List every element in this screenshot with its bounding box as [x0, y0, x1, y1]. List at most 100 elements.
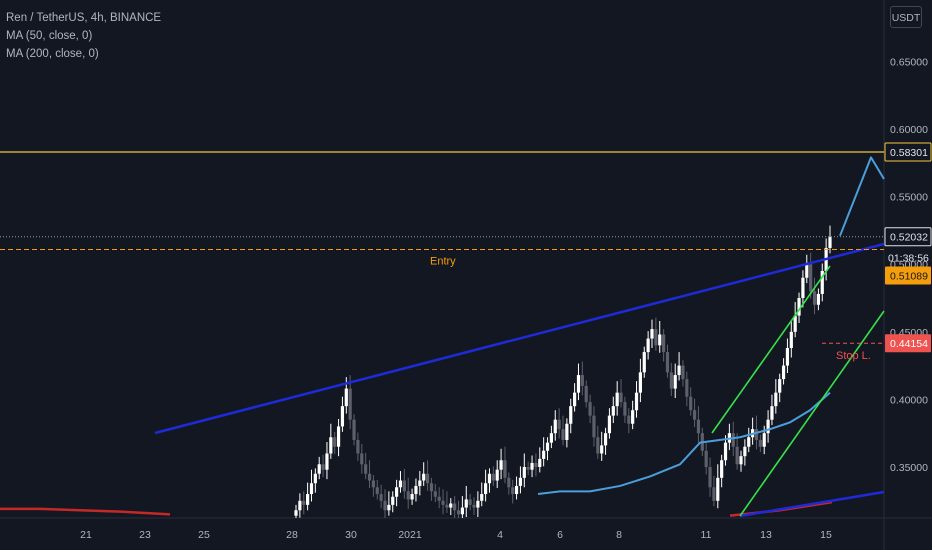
- candle-body: [356, 439, 360, 454]
- legend-ma50[interactable]: MA (50, close, 0): [6, 30, 93, 42]
- ma50-line: [537, 391, 831, 496]
- candle-body: [298, 500, 302, 511]
- candle-body: [352, 419, 356, 440]
- candle-body: [642, 352, 646, 373]
- candle-body: [596, 437, 600, 454]
- ma200-line: [0, 500, 833, 517]
- candle-body: [468, 499, 472, 505]
- candle-body: [561, 429, 565, 440]
- ma50-segment: [537, 391, 831, 496]
- candle-body: [704, 450, 708, 467]
- candle-body: [526, 467, 530, 470]
- candle-body: [615, 392, 619, 407]
- candle-body: [828, 237, 832, 248]
- candle-body: [731, 433, 735, 447]
- candle-body: [387, 504, 391, 511]
- candle-body: [576, 375, 581, 393]
- candle-body: [453, 503, 457, 511]
- candle-body: [344, 388, 348, 407]
- candle-body: [603, 433, 608, 446]
- candle-body: [375, 487, 379, 495]
- entry-price-label-bg: [885, 266, 931, 285]
- candle-body: [348, 388, 352, 420]
- candle-body: [658, 334, 662, 346]
- target-price-label-bg: [884, 142, 932, 162]
- candle-body: [433, 491, 437, 497]
- parallel-channel-lower: [739, 310, 885, 517]
- candle-body: [391, 496, 395, 505]
- candle-body: [754, 429, 759, 440]
- candle-body: [801, 277, 805, 298]
- candle-body: [422, 473, 426, 481]
- x-tick-label: 23: [139, 529, 151, 541]
- candle-body: [309, 483, 314, 495]
- projection-path: [839, 156, 885, 237]
- axis-labels: 0.650000.600000.550000.500000.450000.400…: [80, 56, 932, 541]
- candle-body: [588, 402, 592, 416]
- legend-symbol[interactable]: Ren / TetherUS, 4h, BINANCE: [6, 12, 162, 24]
- candle-body: [758, 439, 762, 447]
- candle-body: [511, 487, 515, 495]
- upper-trendline: [154, 242, 885, 435]
- candle-body: [712, 487, 716, 501]
- candle-body: [631, 410, 635, 424]
- candle-body: [600, 445, 604, 454]
- y-tick-label: 0.55000: [890, 192, 928, 204]
- candle-body: [534, 462, 538, 467]
- x-tick-label: 11: [701, 529, 712, 541]
- candle-body: [499, 460, 503, 470]
- candle-body: [464, 499, 468, 508]
- stop-price-label-bg: [885, 334, 931, 353]
- candle-body: [650, 329, 654, 339]
- x-tick-label: 13: [760, 529, 772, 541]
- candle-body: [669, 372, 673, 389]
- candle-body: [716, 477, 720, 501]
- candle-body: [623, 402, 627, 416]
- candle-body: [306, 494, 310, 505]
- candle-body: [565, 423, 569, 440]
- candle-body: [445, 504, 449, 508]
- countdown-label: 01:38:56: [888, 253, 929, 265]
- candle-body: [708, 467, 712, 488]
- candle-body: [437, 496, 441, 501]
- candle-body: [611, 406, 615, 416]
- candle-body: [739, 456, 743, 465]
- drawings: Entry Stop L.: [0, 151, 885, 518]
- target-price-label: 0.58301: [890, 147, 928, 159]
- candle-body: [538, 458, 542, 467]
- candle-body: [689, 396, 693, 411]
- x-tick-label: 21: [80, 529, 92, 541]
- currency-button[interactable]: USDT: [890, 6, 922, 28]
- candles: [294, 225, 832, 518]
- x-tick-label: 15: [820, 529, 832, 541]
- x-tick-label: 28: [286, 529, 298, 541]
- candle-body: [692, 410, 697, 420]
- candle-body: [820, 270, 824, 294]
- candle-body: [720, 460, 724, 478]
- candle-body: [735, 446, 739, 465]
- candle-body: [449, 503, 453, 508]
- y-tick-label: 0.40000: [890, 394, 928, 406]
- legend-ma200[interactable]: MA (200, close, 0): [6, 48, 99, 60]
- candle-body: [491, 473, 495, 481]
- y-tick-label: 0.65000: [890, 56, 928, 68]
- candle-body: [395, 487, 399, 497]
- candle-body: [294, 510, 298, 516]
- candle-body: [557, 419, 561, 430]
- candle-body: [723, 442, 728, 461]
- lower-trendline: [739, 490, 885, 518]
- candle-body: [522, 467, 526, 478]
- candle-body: [429, 483, 434, 492]
- candle-body: [673, 375, 677, 389]
- candle-body: [584, 385, 588, 403]
- candle-body: [367, 473, 372, 481]
- candle-body: [507, 477, 511, 488]
- y-tick-label: 0.60000: [890, 124, 928, 136]
- y-tick-label: 0.35000: [890, 462, 928, 474]
- candle-body: [302, 500, 306, 505]
- candle-body: [677, 365, 681, 376]
- candle-body: [402, 480, 406, 492]
- ma200-segment: [0, 507, 171, 516]
- candle-body: [580, 375, 584, 386]
